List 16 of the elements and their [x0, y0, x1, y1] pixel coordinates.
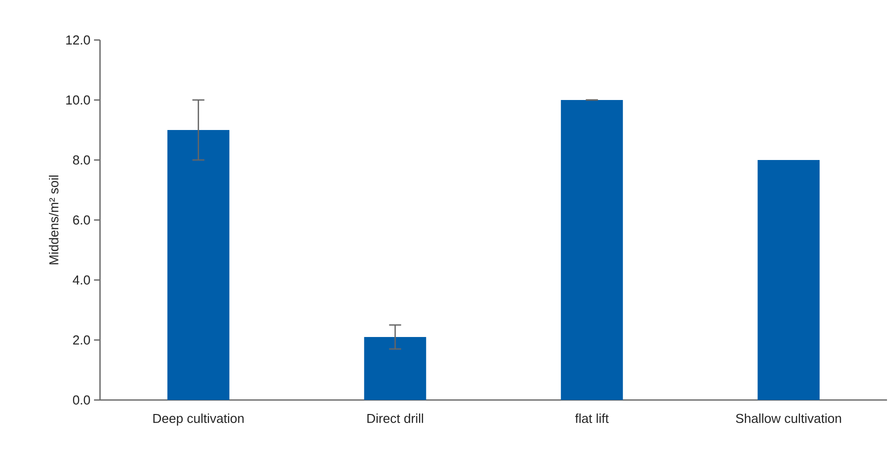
x-tick-label: Shallow cultivation [736, 414, 842, 424]
y-tick-label: 6.0 [73, 215, 90, 225]
bar [758, 160, 820, 400]
y-tick-label: 12.0 [66, 35, 90, 45]
y-tick-label: 0.0 [72, 395, 90, 405]
x-tick-label: Direct drill [367, 414, 424, 424]
bar [560, 100, 623, 400]
x-tick-label: flat lift [575, 414, 609, 424]
x-tick-label: Deep cultivation [153, 414, 244, 426]
y-tick-label: 4.0 [72, 275, 90, 285]
bar [364, 336, 426, 400]
y-tick-label: 2.0 [73, 335, 90, 345]
y-axis-title: Middens/m² soil [48, 176, 58, 264]
y-tick-label: 10.0 [66, 95, 90, 105]
bar [167, 130, 230, 400]
y-tick-label: 8.0 [73, 155, 90, 165]
